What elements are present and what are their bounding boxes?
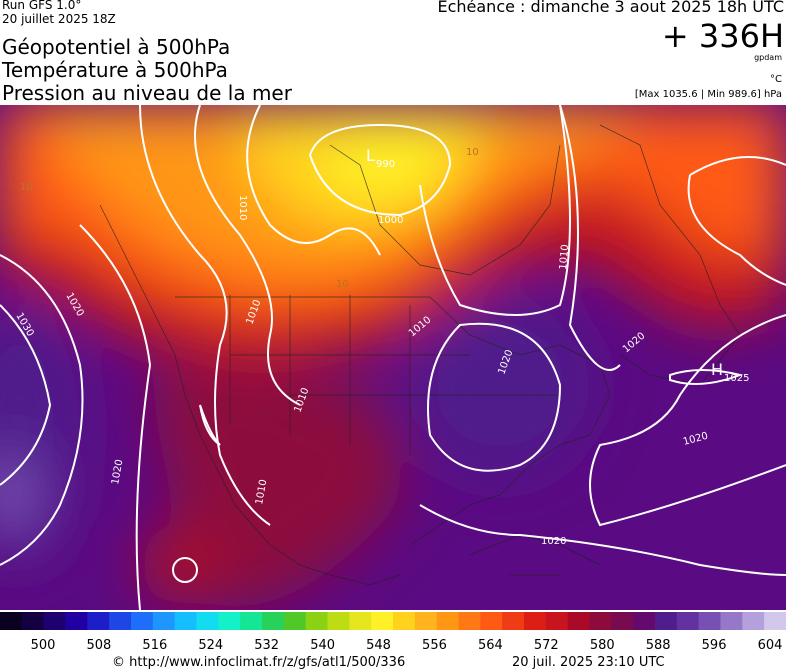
color-swatch	[502, 612, 525, 630]
color-swatch	[174, 612, 197, 630]
color-swatch	[458, 612, 481, 630]
contour-label: 1010	[237, 195, 248, 220]
color-swatch	[262, 612, 285, 630]
pressure-label: 990	[376, 159, 395, 170]
unit: °C	[770, 74, 782, 85]
color-swatch	[305, 612, 328, 630]
map: L H 990 1000 1010 1010 1010 1010 1010 10…	[0, 105, 786, 610]
range: [Max 1035.6 | Min 989.6] hPa	[634, 89, 782, 100]
timestamp: 20 juil. 2025 23:10 UTC	[512, 655, 665, 670]
unit: gpdam	[754, 53, 782, 62]
colorbar-label: 596	[702, 638, 727, 652]
color-swatch	[87, 612, 110, 630]
color-swatch	[524, 612, 547, 630]
color-swatch	[196, 612, 219, 630]
color-swatch	[676, 612, 700, 630]
colorbar-label: 524	[198, 638, 223, 652]
colorbar-label: 604	[758, 638, 783, 652]
color-swatch	[240, 612, 263, 630]
colorbar-label: 508	[87, 638, 112, 652]
low-marker: L	[366, 146, 375, 165]
color-swatch	[742, 612, 765, 630]
color-swatch	[764, 612, 786, 630]
color-swatch	[611, 612, 634, 630]
contour-label: 1020	[110, 459, 125, 486]
color-swatch	[327, 612, 350, 630]
color-swatch	[21, 612, 45, 630]
contour-label: 1020	[541, 536, 566, 547]
colorbar-label: 532	[254, 638, 279, 652]
title: Pression au niveau de la mer	[2, 81, 292, 105]
colorbar-label: 556	[422, 638, 447, 652]
color-swatch	[371, 612, 394, 630]
valid-time: Echéance : dimanche 3 aout 2025 18h UTC	[437, 0, 784, 16]
colorbar-label: 548	[366, 638, 391, 652]
color-swatch	[655, 612, 678, 630]
pressure-label: 1025	[724, 373, 749, 384]
color-swatch	[283, 612, 307, 630]
color-swatch	[589, 612, 612, 630]
contour-label: 1010	[254, 479, 269, 506]
source-url: © http://www.infoclimat.fr/z/gfs/atl1/50…	[112, 655, 406, 670]
lead-time: + 336H	[661, 17, 784, 55]
title: Température à 500hPa	[2, 58, 228, 82]
colorbar-label: 588	[646, 638, 671, 652]
title: Géopotentiel à 500hPa	[2, 35, 231, 59]
colorbar: 500 508 516 524 532 540 548 556 564 572 580 588 596 6…	[0, 612, 786, 652]
color-swatch	[43, 612, 66, 630]
color-swatch	[0, 612, 23, 630]
run: Run GFS 1.0°	[2, 0, 82, 12]
color-swatch	[436, 612, 459, 630]
high-marker: H	[711, 360, 723, 379]
colorbar-label: 500	[31, 638, 56, 652]
contour-label: 1010	[558, 244, 571, 270]
colorbar-label: 564	[478, 638, 503, 652]
contour-label: 1000	[378, 215, 403, 226]
temperature-label: 10	[20, 182, 33, 193]
color-swatch	[349, 612, 372, 630]
colorbar-label: 580	[590, 638, 615, 652]
colorbar-label: 540	[310, 638, 335, 652]
color-swatch	[131, 612, 154, 630]
color-swatch	[720, 612, 743, 630]
colorbar-label: 516	[142, 638, 167, 652]
color-swatch	[567, 612, 590, 630]
color-swatch	[393, 612, 416, 630]
color-swatch	[65, 612, 88, 630]
color-swatch	[218, 612, 241, 630]
temperature-label: 10	[466, 147, 479, 158]
color-swatch	[414, 612, 438, 630]
color-swatch	[633, 612, 656, 630]
run-date: 20 juillet 2025 18Z	[2, 12, 116, 26]
color-swatch	[545, 612, 569, 630]
color-swatch	[152, 612, 176, 630]
temperature-label: 10	[336, 279, 349, 290]
color-swatch	[480, 612, 503, 630]
color-swatch	[109, 612, 132, 630]
color-swatch	[698, 612, 721, 630]
colorbar-label: 572	[534, 638, 559, 652]
